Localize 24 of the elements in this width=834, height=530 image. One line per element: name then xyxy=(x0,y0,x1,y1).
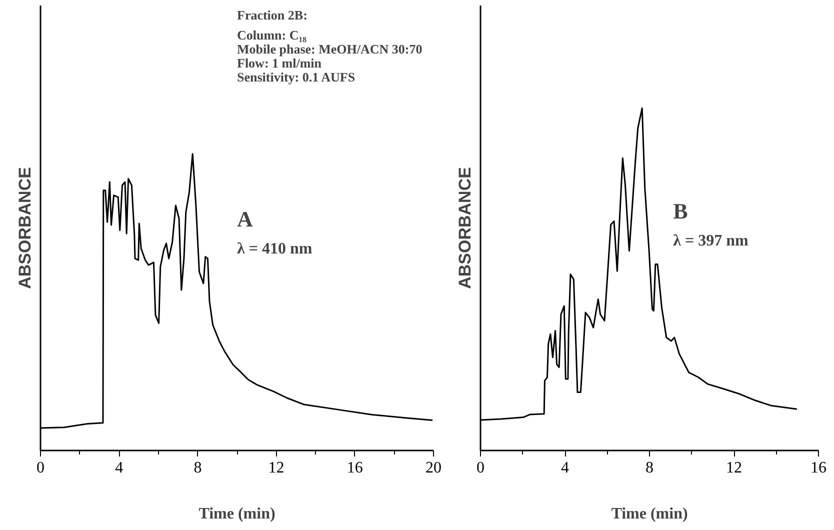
x-axis-title: Time (min) xyxy=(611,506,688,522)
x-tick-label: 16 xyxy=(346,460,363,476)
x-tick-label: 4 xyxy=(115,460,124,476)
y-axis-title: ABSORBANCE xyxy=(456,167,474,289)
text: Flow: 1 ml/min xyxy=(237,56,322,70)
annotation: B xyxy=(673,198,688,224)
y-axis-title: ABSORBANCE xyxy=(16,167,34,289)
x-tick-label: 0 xyxy=(36,460,44,476)
x-tick-label: 8 xyxy=(646,460,654,476)
annotation: λ = 410 nm xyxy=(237,240,313,258)
text: Sensitivity: 0.1 AUFS xyxy=(237,70,356,84)
x-tick-label: 20 xyxy=(426,460,442,476)
x-tick-label: 12 xyxy=(268,460,284,476)
x-tick-label: 0 xyxy=(476,460,484,476)
text: Column: C₁₈ xyxy=(237,28,307,42)
annotation: λ = 397 nm xyxy=(673,232,750,250)
x-tick-label: 16 xyxy=(810,460,826,476)
x-tick-label: 8 xyxy=(194,460,202,476)
x-tick-label: 4 xyxy=(561,460,569,476)
annotation: A xyxy=(237,206,253,232)
text: Fraction 2B: xyxy=(237,8,308,22)
text: Mobile phase: MeOH/ACN 30:70 xyxy=(237,42,422,56)
x-axis-title: Time (min) xyxy=(198,506,276,522)
x-tick-label: 12 xyxy=(726,460,742,476)
